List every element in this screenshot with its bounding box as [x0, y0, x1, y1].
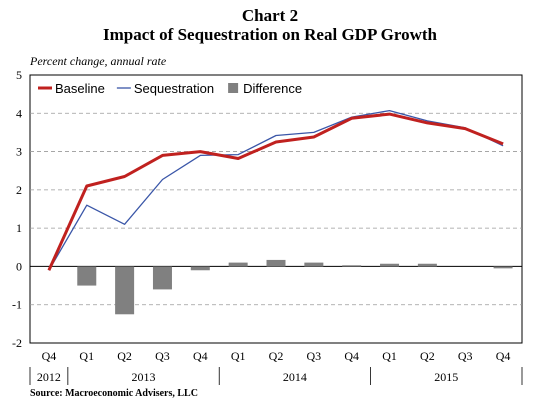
x-tick-label: Q2 [269, 349, 284, 363]
x-tick-label: Q4 [193, 349, 208, 363]
legend-swatch-difference [228, 83, 239, 93]
difference-bar [190, 266, 210, 271]
x-tick-label: Q3 [458, 349, 473, 363]
difference-bar [115, 266, 135, 315]
difference-bar [342, 265, 362, 267]
y-tick-label: 2 [16, 183, 22, 197]
legend-label-baseline: Baseline [55, 81, 105, 96]
plot-frame [29, 74, 523, 344]
y-tick-label: 3 [16, 145, 22, 159]
y-axis-label: Percent change, annual rate [30, 54, 167, 68]
chart-title: Chart 2 [241, 6, 299, 25]
difference-bar [228, 262, 248, 267]
y-tick-label: -1 [12, 298, 22, 312]
difference-bar [152, 266, 172, 290]
source-note: Source: Macroeconomic Advisers, LLC [30, 388, 198, 399]
y-tick-label: 0 [16, 259, 22, 273]
legend-label-sequestration: Sequestration [134, 81, 214, 96]
y-tick-label: 1 [16, 221, 22, 235]
x-tick-label: Q4 [42, 349, 57, 363]
x-tick-label: Q1 [382, 349, 397, 363]
legend-label-difference: Difference [243, 81, 302, 96]
series-line-baseline [47, 112, 504, 271]
year-label: 2014 [283, 370, 307, 384]
x-tick-label: Q1 [231, 349, 246, 363]
difference-bar [304, 262, 324, 267]
difference-bar [266, 259, 286, 267]
year-label: 2015 [434, 370, 458, 384]
y-tick-label: -2 [12, 336, 22, 350]
chart-subtitle: Impact of Sequestration on Real GDP Grow… [102, 25, 437, 44]
x-tick-label: Q1 [79, 349, 94, 363]
y-tick-label: 4 [16, 106, 22, 120]
x-tick-label: Q4 [496, 349, 511, 363]
y-tick-label: 5 [16, 68, 22, 82]
difference-bar [77, 266, 97, 286]
x-tick-label: Q4 [344, 349, 359, 363]
difference-bar [417, 263, 437, 267]
x-tick-label: Q2 [420, 349, 435, 363]
x-tick-label: Q3 [307, 349, 322, 363]
difference-bar [380, 263, 400, 267]
difference-bar [493, 266, 513, 269]
series-line-sequestration [48, 109, 504, 271]
x-tick-label: Q2 [117, 349, 132, 363]
year-label: 2012 [37, 370, 61, 384]
x-tick-label: Q3 [155, 349, 170, 363]
year-label: 2013 [132, 370, 156, 384]
